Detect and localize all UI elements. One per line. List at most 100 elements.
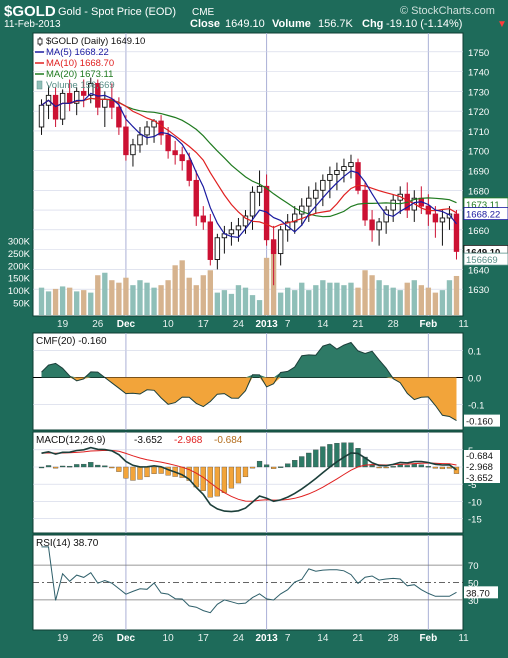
price-tick-label: 1720 <box>468 107 489 118</box>
macd-histogram-bar <box>88 462 94 468</box>
volume-bar <box>439 290 446 315</box>
macd-histogram-value: -0.684 <box>214 435 243 446</box>
macd-histogram-bar <box>285 463 291 468</box>
volume-bar <box>186 277 192 315</box>
macd-histogram-bar <box>102 465 108 468</box>
volume-bar <box>327 282 333 315</box>
macd-histogram-bar <box>263 464 270 468</box>
macd-histogram-bar <box>60 465 66 468</box>
close-label: Close <box>190 18 220 30</box>
price-candle <box>249 191 256 217</box>
macd-histogram-bar <box>292 460 298 468</box>
legend-bar-icon <box>36 80 43 90</box>
price-candle <box>137 134 143 146</box>
volume-bar <box>38 287 45 315</box>
volume-bar <box>95 275 101 315</box>
price-candle <box>144 126 150 136</box>
price-candle <box>172 150 178 156</box>
macd-histogram-bar <box>341 442 347 468</box>
x-axis-label: Dec <box>117 319 136 330</box>
price-panel <box>32 32 464 317</box>
macd-histogram-bar <box>123 466 129 479</box>
volume-bar <box>151 287 157 315</box>
close-value: 1649.10 <box>225 18 265 30</box>
volume-bar <box>45 291 52 315</box>
volume-bar <box>165 280 171 315</box>
volume-bar <box>221 290 228 315</box>
macd-histogram-bar <box>186 466 192 481</box>
volume-bar <box>74 291 80 315</box>
macd-histogram-bar <box>271 466 277 469</box>
price-candle <box>277 229 284 255</box>
volume-bar <box>193 285 199 315</box>
macd-histogram-bar <box>306 452 312 468</box>
volume-bar <box>277 292 284 315</box>
volume-bar <box>341 285 347 315</box>
price-candle <box>320 179 326 191</box>
date-label: 11-Feb-2013 <box>4 19 61 30</box>
macd-histogram-bar <box>256 460 263 468</box>
macd-tag-box <box>464 450 500 461</box>
instrument-name: Gold - Spot Price (EOD) <box>58 6 176 18</box>
macd-histogram-bar <box>214 466 220 497</box>
price-candle <box>59 92 66 120</box>
macd-histogram-bar <box>207 466 213 498</box>
volume-bar <box>292 290 298 315</box>
macd-value: -3.652 <box>134 435 163 446</box>
price-candle <box>446 213 453 219</box>
macd-histogram-bar <box>144 466 150 478</box>
price-candle <box>256 185 263 193</box>
volume-bar <box>320 280 326 315</box>
x-axis-label: 28 <box>388 319 400 330</box>
price-candle <box>390 199 396 211</box>
macd-histogram-bar <box>116 466 122 472</box>
volume-bar <box>66 287 73 315</box>
macd-histogram-bar <box>221 466 227 493</box>
volume-bar <box>249 295 256 315</box>
price-tag-label: 1673.11 <box>466 200 500 211</box>
macd-tick-label: -5 <box>468 480 476 491</box>
x-axis-label: 2013 <box>255 319 278 330</box>
volume-tick-label: 50K <box>13 299 31 310</box>
price-candle <box>193 179 199 217</box>
volume-bar <box>59 286 66 315</box>
volume-bar <box>390 287 396 315</box>
price-candle <box>207 221 214 260</box>
x-axis-label-bottom: 11 <box>458 633 469 644</box>
price-candle <box>228 229 235 235</box>
volume-bar <box>179 260 185 315</box>
macd-histogram-bar <box>404 465 410 468</box>
x-axis-label: 10 <box>163 319 175 330</box>
macd-histogram-bar <box>334 442 340 468</box>
price-candle <box>116 106 122 128</box>
price-candle <box>179 154 185 162</box>
price-candle <box>383 209 389 223</box>
legend-ma5: MA(5) 1668.22 <box>46 47 109 58</box>
price-candle <box>439 217 446 223</box>
macd-histogram-bar <box>228 466 235 489</box>
change-label: Chg <box>362 18 383 30</box>
exchange-label: CME <box>192 7 215 18</box>
macd-histogram-bar <box>109 466 115 469</box>
macd-histogram-bar <box>52 466 59 469</box>
volume-bar <box>88 292 94 315</box>
volume-bar <box>200 275 206 315</box>
volume-bar <box>348 282 354 315</box>
volume-bar <box>376 280 382 315</box>
macd-histogram-bar <box>38 466 45 469</box>
x-axis-label-bottom: 19 <box>57 633 69 644</box>
volume-bar <box>411 280 417 315</box>
volume-bar <box>207 270 213 315</box>
macd-histogram-bar <box>74 464 80 468</box>
volume-bar <box>306 290 312 315</box>
volume-bar <box>52 288 59 315</box>
price-candle <box>453 213 460 252</box>
legend-candle-icon <box>37 38 43 45</box>
price-tick-label: 1700 <box>468 147 489 158</box>
volume-bar <box>116 282 122 315</box>
price-candle <box>292 213 298 223</box>
price-candle <box>158 120 164 136</box>
price-candle <box>88 83 94 96</box>
volume-bar <box>144 282 150 315</box>
